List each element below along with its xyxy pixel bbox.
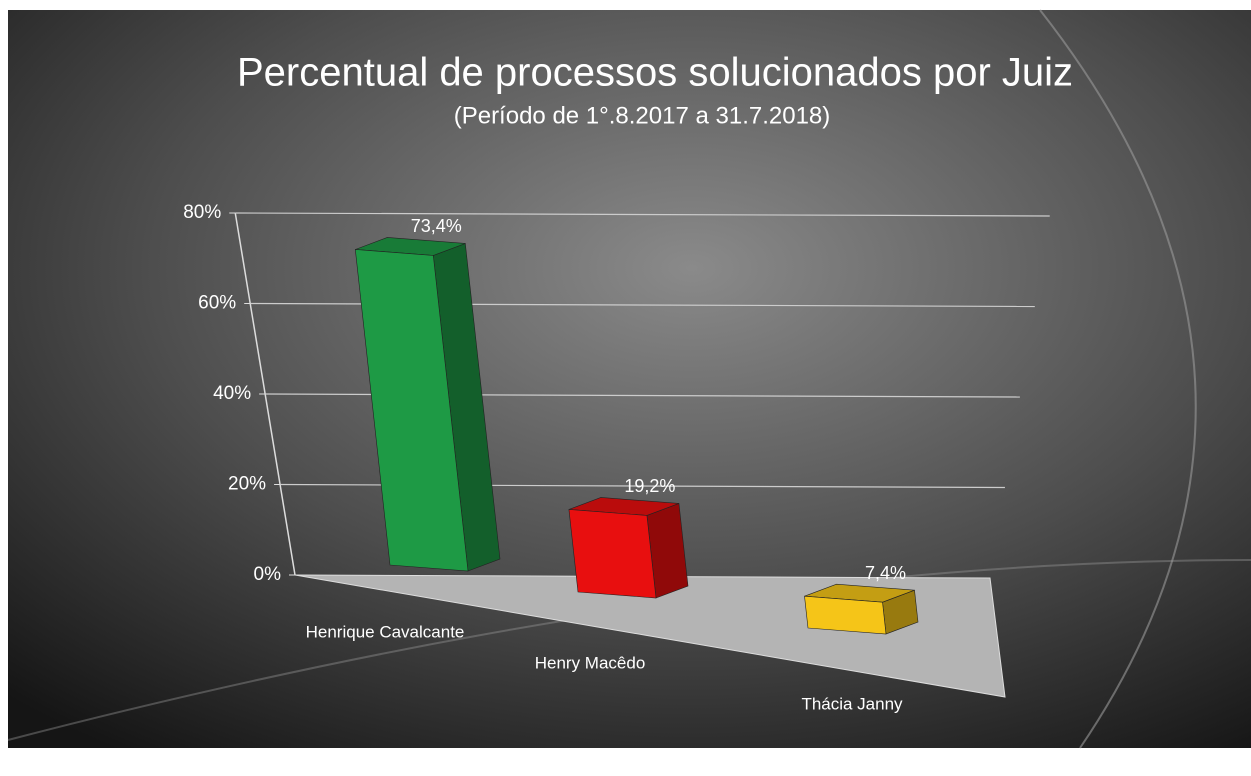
x-tick-label: Thácia Janny xyxy=(801,694,903,713)
x-tick-label: Henrique Cavalcante xyxy=(306,622,465,641)
data-label: 73,4% xyxy=(411,216,462,236)
chart-subtitle: (Período de 1°.8.2017 a 31.7.2018) xyxy=(454,102,831,129)
x-tick-label: Henry Macêdo xyxy=(535,653,646,672)
bar xyxy=(568,509,657,599)
y-tick-label: 20% xyxy=(228,474,266,495)
data-label: 19,2% xyxy=(624,476,675,496)
bar xyxy=(804,595,887,635)
y-tick-label: 80% xyxy=(183,202,221,223)
decor-arc xyxy=(1039,9,1197,749)
y-tick-label: 0% xyxy=(254,564,282,585)
data-label: 7,4% xyxy=(865,563,906,583)
grid-line xyxy=(235,212,1050,217)
y-tick-label: 40% xyxy=(213,383,251,404)
bar xyxy=(354,249,469,572)
chart-title: Percentual de processos solucionados por… xyxy=(237,51,1073,95)
y-tick-label: 60% xyxy=(198,293,236,314)
